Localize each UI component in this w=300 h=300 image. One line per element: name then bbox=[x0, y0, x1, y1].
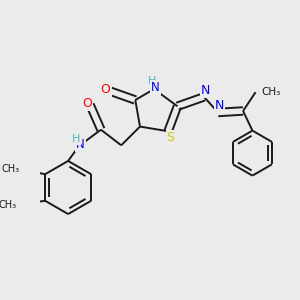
Text: H: H bbox=[72, 134, 80, 144]
Text: H: H bbox=[148, 76, 157, 86]
Text: N: N bbox=[201, 83, 210, 97]
Text: CH₃: CH₃ bbox=[261, 87, 280, 97]
Text: S: S bbox=[167, 131, 175, 144]
Text: N: N bbox=[151, 81, 160, 94]
Text: CH₃: CH₃ bbox=[2, 164, 20, 174]
Text: O: O bbox=[82, 97, 92, 110]
Text: N: N bbox=[215, 99, 224, 112]
Text: N: N bbox=[76, 138, 85, 151]
Text: CH₃: CH₃ bbox=[0, 200, 16, 209]
Text: O: O bbox=[101, 82, 110, 96]
